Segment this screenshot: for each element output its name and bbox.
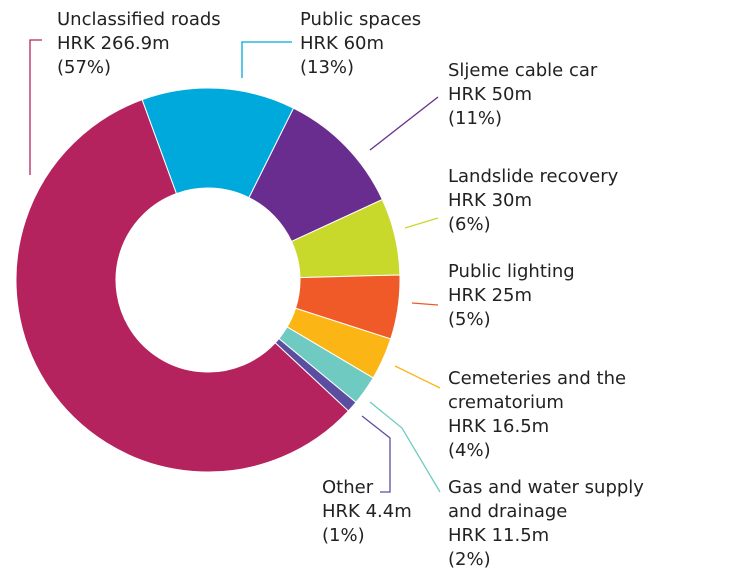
percentage-label: (5%): [448, 309, 491, 330]
slice-label: Sljeme cable car HRK 50m (11%): [448, 59, 597, 131]
value-label: HRK 4.4m: [322, 501, 412, 522]
donut-slice: [15, 99, 350, 473]
category-name: Sljeme cable car: [448, 60, 598, 81]
value-label: HRK 11.5m: [448, 525, 550, 546]
value-label: HRK 266.9m: [57, 33, 170, 54]
category-name: Unclassified roads: [57, 9, 221, 30]
percentage-label: (57%): [57, 57, 112, 78]
leader-line: [411, 302, 439, 306]
leader-line: [369, 401, 441, 493]
category-name: Public spaces: [300, 9, 422, 30]
leader-line: [241, 41, 292, 78]
percentage-label: (13%): [300, 57, 355, 78]
leader-line: [404, 217, 439, 229]
leader-line: [369, 96, 439, 151]
slice-label: Public spaces HRK 60m (13%): [300, 8, 421, 80]
slice-label: Other HRK 4.4m (1%): [322, 476, 412, 548]
category-name: Other: [322, 477, 374, 498]
slice-label: Gas and water supply and drainage HRK 11.…: [448, 476, 658, 572]
percentage-label: (1%): [322, 525, 365, 546]
category-name: Public lighting: [448, 261, 575, 282]
value-label: HRK 25m: [448, 285, 533, 306]
category-name: Landslide recovery: [448, 166, 619, 187]
slice-label: Public lighting HRK 25m (5%): [448, 260, 575, 332]
percentage-label: (11%): [448, 108, 503, 129]
donut-slice: [274, 337, 357, 412]
slice-label: Cemeteries and the crematorium HRK 16.5m (…: [448, 367, 745, 463]
percentage-label: (4%): [448, 440, 491, 461]
leader-line: [394, 365, 441, 389]
leader-line: [361, 415, 391, 493]
slice-label: Unclassified roads HRK 266.9m (57%): [57, 8, 221, 80]
value-label: HRK 50m: [448, 84, 533, 105]
value-label: HRK 30m: [448, 190, 533, 211]
category-name: Gas and water supply and drainage: [448, 477, 644, 522]
percentage-label: (2%): [448, 549, 491, 570]
slice-label: Landslide recovery HRK 30m (6%): [448, 165, 618, 237]
leader-line: [29, 39, 42, 175]
category-name: Cemeteries and the crematorium: [448, 368, 627, 413]
value-label: HRK 60m: [300, 33, 385, 54]
value-label: HRK 16.5m: [448, 416, 550, 437]
percentage-label: (6%): [448, 214, 491, 235]
